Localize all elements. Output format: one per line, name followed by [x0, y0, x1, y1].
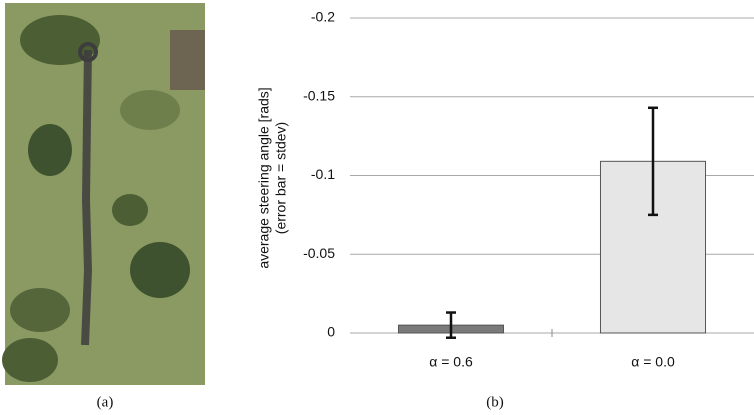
y-axis-label: average steering angle [rads] (error bar…	[256, 87, 289, 268]
y-tick-label: 0	[327, 324, 335, 340]
y-tick-label: -0.1	[311, 166, 335, 182]
y-tick-label: -0.05	[303, 245, 335, 261]
x-tick-label: α = 0.0	[631, 354, 675, 370]
y-label-line: (error bar = stdev)	[273, 122, 289, 234]
x-tick-label: α = 0.6	[429, 354, 473, 370]
y-label-line: average steering angle [rads]	[256, 87, 272, 268]
y-tick-label: -0.2	[311, 9, 335, 25]
y-tick-label: -0.15	[303, 87, 335, 103]
panel-label: (b)	[486, 394, 504, 410]
aerial-image	[2, 3, 205, 385]
panel-label: (a)	[97, 394, 114, 410]
